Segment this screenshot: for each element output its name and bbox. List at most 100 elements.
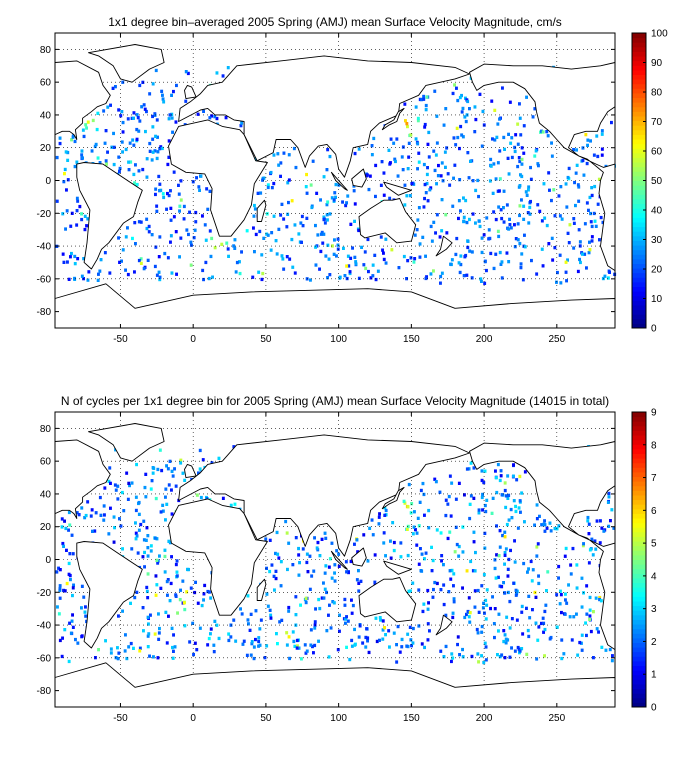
data-cell [417, 160, 421, 164]
data-cell [96, 156, 100, 160]
colorbar-tick-label: 8 [651, 440, 657, 451]
data-cell [116, 646, 119, 650]
data-cell [126, 272, 130, 277]
data-cell [121, 120, 125, 125]
data-cell [480, 478, 484, 483]
data-cell [146, 645, 150, 649]
colorbar-segment [632, 258, 646, 264]
data-cell [493, 558, 497, 562]
data-cell [462, 196, 465, 200]
data-cell [509, 141, 513, 145]
data-cell [525, 652, 529, 656]
data-cell [262, 236, 266, 240]
data-cell [114, 656, 118, 660]
data-cell [604, 648, 608, 652]
data-cell [314, 263, 318, 267]
data-cell [377, 515, 381, 519]
data-cell [542, 621, 546, 625]
data-cell [465, 467, 469, 471]
data-cell [336, 648, 340, 652]
data-cell [388, 196, 392, 200]
data-cell [449, 262, 452, 266]
data-cell [476, 631, 480, 635]
data-cell [112, 162, 116, 167]
data-cell [458, 270, 462, 275]
data-cell [580, 633, 584, 637]
data-cell [370, 153, 374, 157]
data-cell [450, 568, 454, 573]
data-cell [158, 275, 162, 279]
data-cell [98, 495, 102, 500]
data-cell [444, 107, 448, 111]
colorbar-segment [632, 115, 646, 122]
data-cell [472, 540, 476, 544]
data-cell [387, 148, 391, 152]
coastline [358, 198, 417, 244]
data-cell [359, 579, 363, 583]
data-cell [184, 99, 188, 103]
data-cell [323, 531, 327, 535]
data-cell [502, 639, 506, 644]
data-cell [249, 612, 253, 616]
y-tick-label: -80 [37, 686, 52, 697]
data-cell [117, 236, 120, 240]
data-cell [172, 633, 175, 637]
data-cell [516, 164, 520, 169]
data-cell [496, 161, 500, 165]
data-cell [118, 517, 121, 521]
data-cell [204, 260, 208, 265]
data-cell [577, 228, 581, 232]
data-cell [172, 215, 176, 219]
data-cell [430, 545, 433, 549]
data-cell [522, 151, 526, 155]
data-cell [424, 108, 428, 112]
data-cell [522, 124, 526, 128]
data-cell [516, 526, 520, 530]
data-cell [557, 576, 560, 580]
data-cell [305, 172, 308, 177]
data-cell [164, 487, 168, 491]
data-cell [416, 119, 420, 123]
data-cell [435, 141, 439, 145]
data-cell [422, 97, 426, 101]
data-cell [565, 279, 568, 283]
colorbar-segment [632, 522, 646, 528]
data-cell [84, 614, 88, 618]
data-cell [154, 134, 157, 138]
colorbar-segment [632, 494, 646, 501]
data-cell [352, 189, 356, 193]
data-cell [141, 167, 145, 172]
data-cell [435, 182, 438, 186]
data-cell [518, 159, 522, 164]
data-cell [85, 126, 88, 130]
data-cell [161, 93, 164, 97]
data-cell [400, 637, 404, 642]
data-cell [506, 574, 510, 578]
data-cell [533, 590, 537, 595]
data-cell [313, 536, 316, 540]
data-cell [187, 232, 190, 237]
data-cell [66, 178, 70, 182]
data-cell [371, 263, 375, 267]
data-cell [158, 448, 162, 452]
data-cell [587, 208, 590, 212]
data-cell [591, 553, 595, 557]
coastlines [54, 423, 616, 708]
data-cell [433, 168, 437, 173]
y-tick-label: 0 [45, 176, 51, 187]
data-cell [492, 622, 496, 626]
data-cell [183, 607, 187, 612]
data-cell [58, 584, 62, 588]
data-cell [172, 89, 175, 94]
data-cell [153, 264, 157, 269]
data-cell [149, 613, 152, 617]
data-cell [322, 215, 326, 219]
data-cell [109, 651, 113, 655]
data-cell [507, 493, 511, 497]
data-cell [458, 146, 461, 151]
data-cell [498, 529, 502, 533]
data-cell [464, 198, 468, 203]
data-cell [403, 183, 407, 187]
data-cell [279, 584, 283, 588]
data-cell [326, 218, 329, 222]
